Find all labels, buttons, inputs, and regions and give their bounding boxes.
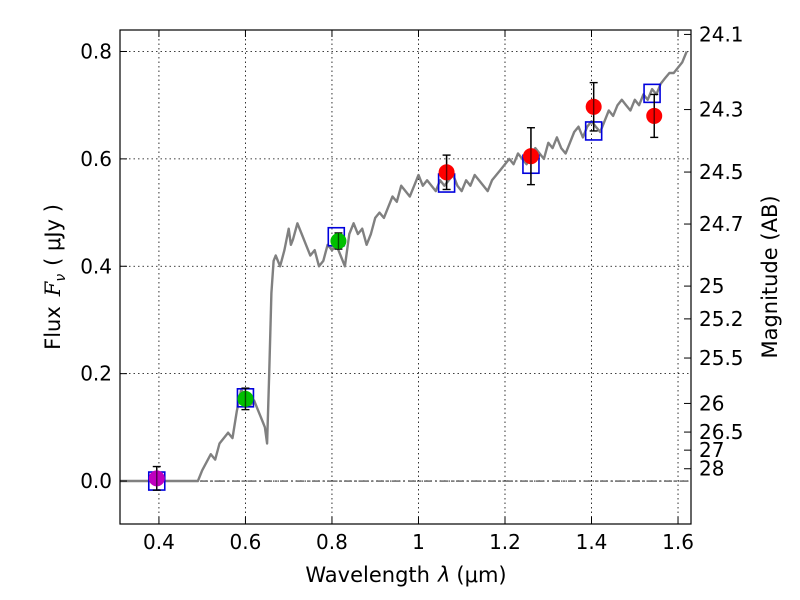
model-photometry-points xyxy=(147,83,661,491)
y-axis-label: FluxFν( μJy ) xyxy=(41,204,69,350)
x-tick-label: 0.4 xyxy=(143,530,175,554)
grid xyxy=(120,30,691,524)
y-tick-label: 0.8 xyxy=(80,39,112,63)
y2-axis-label: Magnitude (AB) xyxy=(758,195,782,358)
x-tick-label: 1.6 xyxy=(662,530,694,554)
model-spectrum-line xyxy=(120,51,688,483)
y2-tick-label: 25.2 xyxy=(699,307,744,331)
y2-tick-label: 24.3 xyxy=(699,98,744,122)
x-tick-label: 1.2 xyxy=(489,530,521,554)
x-axis-label: Wavelength λ (μm) xyxy=(305,563,506,587)
x-tick-label: 0.8 xyxy=(316,530,348,554)
model-point xyxy=(643,83,661,104)
y2-tick-label: 27 xyxy=(699,438,724,462)
y2-tick-label: 24.1 xyxy=(699,22,744,46)
x-tick-label: 1.4 xyxy=(576,530,608,554)
y2-tick-label: 26 xyxy=(699,391,724,415)
y-tick-label: 0.6 xyxy=(80,147,112,171)
axis-ticks: 0.4 0.6 0.8 1 1.2 1.4 1.6 0.0 0.2 0.4 0.6 0.8 24.1 24… xyxy=(80,22,743,554)
model-spectrum xyxy=(120,51,688,483)
y2-tick-label: 25 xyxy=(699,274,724,298)
plot-frame xyxy=(119,29,692,525)
x-tick-label: 1 xyxy=(412,530,425,554)
y-tick-label: 0.4 xyxy=(80,254,112,278)
y2-tick-label: 28 xyxy=(699,457,724,481)
y-tick-label: 0.2 xyxy=(80,362,112,386)
y2-tick-label: 24.7 xyxy=(699,212,744,236)
y-tick-label: 0.0 xyxy=(80,469,112,493)
y2-tick-label: 26.5 xyxy=(699,420,744,444)
x-tick-label: 0.6 xyxy=(230,530,262,554)
observed-photometry-points xyxy=(148,81,663,491)
y2-tick-label: 25.5 xyxy=(699,346,744,370)
y2-tick-label: 24.5 xyxy=(699,160,744,184)
